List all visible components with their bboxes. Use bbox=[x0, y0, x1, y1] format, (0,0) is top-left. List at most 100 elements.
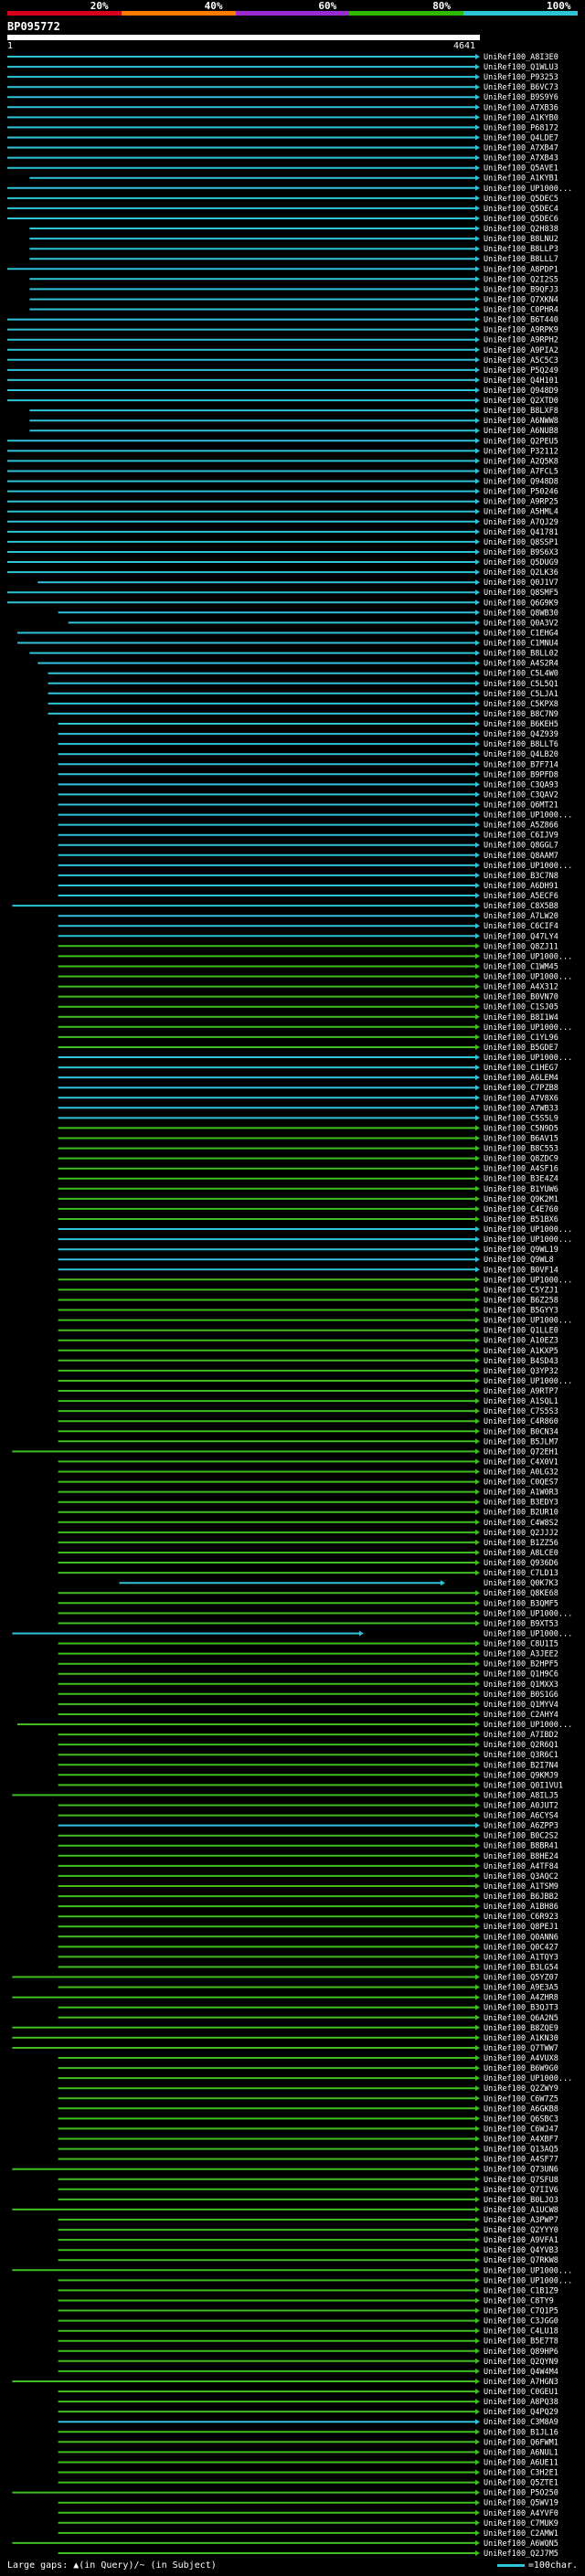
hit-label[interactable]: UniRef100_A6DH91 bbox=[484, 882, 558, 891]
hit-label[interactable]: UniRef100_A8I3E0 bbox=[484, 53, 558, 62]
hit-label[interactable]: UniRef100_C5YZJ1 bbox=[484, 1286, 558, 1295]
hit-label[interactable]: UniRef100_A1KYB1 bbox=[484, 175, 558, 184]
hit-label[interactable]: UniRef100_C6WJ47 bbox=[484, 2125, 558, 2134]
hit-label[interactable]: UniRef100_Q13AQ5 bbox=[484, 2146, 558, 2155]
hit-label[interactable]: UniRef100_Q948D9 bbox=[484, 387, 558, 396]
hit-label[interactable]: UniRef100_A9RPH2 bbox=[484, 336, 558, 345]
hit-label[interactable]: UniRef100_C3QA93 bbox=[484, 780, 558, 790]
hit-label[interactable]: UniRef100_Q47LY4 bbox=[484, 932, 558, 941]
hit-label[interactable]: UniRef100_A7IBD2 bbox=[484, 1731, 558, 1740]
hit-label[interactable]: UniRef100_Q0A3V2 bbox=[484, 619, 558, 628]
hit-label[interactable]: UniRef100_B6AV15 bbox=[484, 1135, 558, 1144]
hit-label[interactable]: UniRef100_B8LLL7 bbox=[484, 255, 558, 264]
hit-label[interactable]: UniRef100_A9E3A5 bbox=[484, 1984, 558, 1993]
hit-label[interactable]: UniRef100_A1KXP5 bbox=[484, 1347, 558, 1356]
hit-label[interactable]: UniRef100_B8LL02 bbox=[484, 650, 558, 659]
hit-label[interactable]: UniRef100_B2UR10 bbox=[484, 1509, 558, 1518]
hit-label[interactable]: UniRef100_UP1000... bbox=[484, 1630, 572, 1639]
hit-label[interactable]: UniRef100_UP1000... bbox=[484, 1317, 572, 1326]
hit-label[interactable]: UniRef100_Q8KE68 bbox=[484, 1589, 558, 1598]
hit-label[interactable]: UniRef100_Q73UN6 bbox=[484, 2166, 558, 2175]
hit-label[interactable]: UniRef100_C6W7Z5 bbox=[484, 2094, 558, 2104]
hit-label[interactable]: UniRef100_UP1000... bbox=[484, 862, 572, 871]
hit-label[interactable]: UniRef100_A8LCE0 bbox=[484, 1549, 558, 1558]
hit-label[interactable]: UniRef100_B8HE24 bbox=[484, 1852, 558, 1861]
hit-label[interactable]: UniRef100_Q5DUG9 bbox=[484, 558, 558, 567]
hit-label[interactable]: UniRef100_Q0C427 bbox=[484, 1943, 558, 1952]
hit-label[interactable]: UniRef100_Q4H101 bbox=[484, 376, 558, 386]
hit-label[interactable]: UniRef100_A5Z866 bbox=[484, 822, 558, 831]
hit-label[interactable]: UniRef100_A9PIA2 bbox=[484, 346, 558, 355]
hit-label[interactable]: UniRef100_A6ZPP3 bbox=[484, 1822, 558, 1831]
hit-label[interactable]: UniRef100_B3C7N8 bbox=[484, 872, 558, 881]
hit-label[interactable]: UniRef100_C3H2E1 bbox=[484, 2469, 558, 2478]
hit-label[interactable]: UniRef100_Q5WV19 bbox=[484, 2499, 558, 2508]
hit-label[interactable]: UniRef100_C7MUK9 bbox=[484, 2519, 558, 2528]
hit-label[interactable]: UniRef100_Q3AQC2 bbox=[484, 1872, 558, 1882]
hit-label[interactable]: UniRef100_UP1000... bbox=[484, 1721, 572, 1730]
hit-label[interactable]: UniRef100_Q6G9K9 bbox=[484, 599, 558, 608]
hit-label[interactable]: UniRef100_Q41781 bbox=[484, 528, 558, 537]
hit-label[interactable]: UniRef100_Q0ANN6 bbox=[484, 1933, 558, 1942]
hit-label[interactable]: UniRef100_A1TSM9 bbox=[484, 1882, 558, 1892]
hit-label[interactable]: UniRef100_UP1000... bbox=[484, 2074, 572, 2083]
hit-label[interactable]: UniRef100_A4XBF7 bbox=[484, 2136, 558, 2145]
hit-label[interactable]: UniRef100_Q9K2M1 bbox=[484, 1195, 558, 1204]
hit-label[interactable]: UniRef100_Q8ZDC9 bbox=[484, 1155, 558, 1164]
hit-label[interactable]: UniRef100_Q8GGL7 bbox=[484, 842, 558, 851]
hit-label[interactable]: UniRef100_Q1LLE0 bbox=[484, 1327, 558, 1336]
hit-label[interactable]: UniRef100_UP1000... bbox=[484, 1377, 572, 1386]
hit-label[interactable]: UniRef100_A9RPK9 bbox=[484, 326, 558, 335]
hit-label[interactable]: UniRef100_Q5YZ07 bbox=[484, 1974, 558, 1983]
hit-label[interactable]: UniRef100_UP1000... bbox=[484, 1609, 572, 1618]
hit-label[interactable]: UniRef100_B3QJT3 bbox=[484, 2004, 558, 2013]
hit-label[interactable]: UniRef100_B8C553 bbox=[484, 1145, 558, 1154]
hit-label[interactable]: UniRef100_C1SJ05 bbox=[484, 1003, 558, 1012]
hit-label[interactable]: UniRef100_B1JL16 bbox=[484, 2428, 558, 2437]
hit-label[interactable]: UniRef100_Q2JJJ2 bbox=[484, 1529, 558, 1538]
hit-label[interactable]: UniRef100_C1HEG7 bbox=[484, 1064, 558, 1073]
hit-label[interactable]: UniRef100_Q936D6 bbox=[484, 1559, 558, 1568]
hit-label[interactable]: UniRef100_Q1H9C6 bbox=[484, 1670, 558, 1680]
hit-label[interactable]: UniRef100_Q8SSP1 bbox=[484, 538, 558, 547]
hit-label[interactable]: UniRef100_C1WM45 bbox=[484, 963, 558, 972]
hit-label[interactable]: UniRef100_C7LD13 bbox=[484, 1569, 558, 1578]
hit-label[interactable]: UniRef100_Q5DEC6 bbox=[484, 215, 558, 224]
hit-label[interactable]: UniRef100_C6R923 bbox=[484, 1913, 558, 1922]
hit-label[interactable]: UniRef100_B51BX6 bbox=[484, 1215, 558, 1224]
hit-label[interactable]: UniRef100_B8BR41 bbox=[484, 1842, 558, 1851]
hit-label[interactable]: UniRef100_A1TQY3 bbox=[484, 1953, 558, 1962]
hit-label[interactable]: UniRef100_A4VUX8 bbox=[484, 2054, 558, 2063]
hit-label[interactable]: UniRef100_A7LW20 bbox=[484, 912, 558, 921]
hit-label[interactable]: UniRef100_Q5ZTE1 bbox=[484, 2479, 558, 2488]
hit-label[interactable]: UniRef100_A9RP25 bbox=[484, 498, 558, 507]
hit-label[interactable]: UniRef100_A4YVF0 bbox=[484, 2509, 558, 2518]
hit-label[interactable]: UniRef100_C7PZB8 bbox=[484, 1084, 558, 1093]
hit-label[interactable]: UniRef100_Q7RKW8 bbox=[484, 2256, 558, 2265]
hit-label[interactable]: UniRef100_A6GKB8 bbox=[484, 2104, 558, 2114]
hit-label[interactable]: UniRef100_B8LLP3 bbox=[484, 245, 558, 254]
hit-label[interactable]: UniRef100_Q1WLU3 bbox=[484, 63, 558, 72]
hit-label[interactable]: UniRef100_Q1MYV4 bbox=[484, 1701, 558, 1710]
hit-label[interactable]: UniRef100_C5LJA1 bbox=[484, 690, 558, 699]
hit-label[interactable]: UniRef100_B8I1W4 bbox=[484, 1013, 558, 1023]
hit-label[interactable]: UniRef100_UP1000... bbox=[484, 1054, 572, 1063]
hit-label[interactable]: UniRef100_Q2YYY0 bbox=[484, 2226, 558, 2235]
hit-label[interactable]: UniRef100_C2AMW1 bbox=[484, 2529, 558, 2539]
hit-label[interactable]: UniRef100_UP1000... bbox=[484, 2266, 572, 2275]
hit-label[interactable]: UniRef100_Q4LB20 bbox=[484, 750, 558, 759]
hit-label[interactable]: UniRef100_A1BH86 bbox=[484, 1903, 558, 1912]
hit-label[interactable]: UniRef100_B2I7N4 bbox=[484, 1761, 558, 1770]
hit-label[interactable]: UniRef100_Q948D8 bbox=[484, 478, 558, 487]
hit-label[interactable]: UniRef100_B0CN34 bbox=[484, 1427, 558, 1436]
hit-label[interactable]: UniRef100_P93253 bbox=[484, 73, 558, 82]
hit-label[interactable]: UniRef100_C3M8A9 bbox=[484, 2418, 558, 2427]
hit-label[interactable]: UniRef100_A2Q5K8 bbox=[484, 457, 558, 466]
hit-label[interactable]: UniRef100_B5JLM7 bbox=[484, 1437, 558, 1447]
hit-label[interactable]: UniRef100_B0S1G6 bbox=[484, 1691, 558, 1700]
hit-label[interactable]: UniRef100_A7XB47 bbox=[484, 144, 558, 154]
hit-label[interactable]: UniRef100_Q8ZJ11 bbox=[484, 942, 558, 951]
hit-label[interactable]: UniRef100_P5Q249 bbox=[484, 366, 558, 376]
hit-label[interactable]: UniRef100_A4SF16 bbox=[484, 1165, 558, 1174]
hit-label[interactable]: UniRef100_C4X0V1 bbox=[484, 1458, 558, 1467]
